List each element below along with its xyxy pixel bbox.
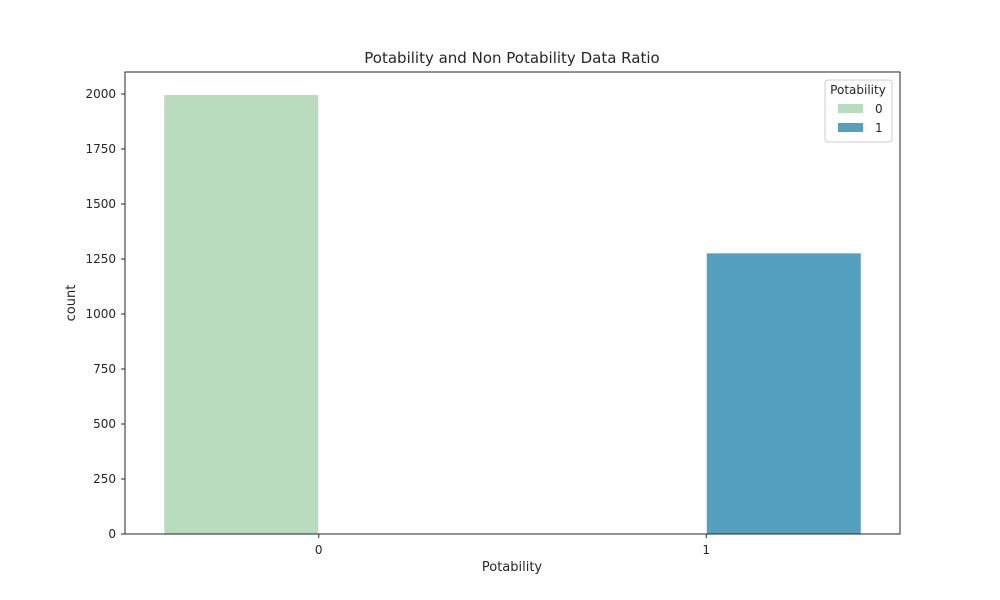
legend-items: 01	[838, 102, 883, 135]
legend: Potability 01	[824, 79, 893, 143]
x-axis-label: Potability	[482, 560, 543, 575]
legend-swatch-0	[838, 104, 863, 113]
y-tick-label: 1750	[85, 142, 116, 156]
x-tick-label: 1	[702, 543, 710, 557]
x-tick-label: 0	[315, 543, 323, 557]
bar-potability-1-category-1	[705, 252, 862, 535]
plot-frame	[124, 71, 901, 535]
bars-group	[163, 93, 862, 535]
y-tick-label: 1500	[85, 197, 116, 211]
bar-potability-0-category-0	[163, 93, 320, 535]
y-tick-label: 500	[93, 417, 116, 431]
y-tick-label: 2000	[85, 87, 116, 101]
y-tick-label: 1250	[85, 252, 116, 266]
legend-label-0: 0	[875, 102, 883, 116]
y-axis-label: count	[64, 285, 79, 322]
y-axis-ticks: 0 250 500 750 1000 1250 1500 1750 2000	[85, 87, 125, 541]
legend-title: Potability	[830, 83, 886, 97]
y-tick-label: 0	[108, 527, 116, 541]
legend-swatch-1	[838, 123, 863, 132]
chart-title: Potability and Non Potability Data Ratio	[364, 49, 659, 67]
legend-label-1: 1	[875, 121, 883, 135]
y-tick-label: 1000	[85, 307, 116, 321]
y-tick-label: 750	[93, 362, 116, 376]
y-tick-label: 250	[93, 472, 116, 486]
